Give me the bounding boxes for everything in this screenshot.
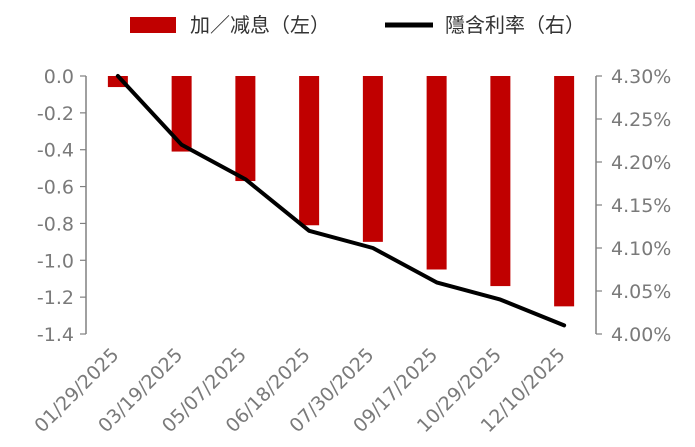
bar-01/29/2025 bbox=[107, 76, 128, 88]
right-tick-label: 4.20% bbox=[611, 152, 671, 174]
left-tick-label: -0.2 bbox=[37, 103, 74, 125]
legend-bar-swatch bbox=[130, 17, 176, 33]
bar-09/17/2025 bbox=[426, 76, 447, 270]
left-tick-label: -0.6 bbox=[37, 177, 74, 199]
left-tick-label: 0.0 bbox=[44, 66, 74, 88]
bar-series bbox=[107, 76, 575, 307]
bar-07/30/2025 bbox=[362, 76, 383, 242]
bar-03/19/2025 bbox=[171, 76, 192, 152]
right-tick-label: 4.10% bbox=[611, 238, 671, 260]
right-tick-label: 4.15% bbox=[611, 195, 671, 217]
left-tick-label: -1.4 bbox=[37, 324, 74, 346]
bar-06/18/2025 bbox=[299, 76, 320, 226]
left-tick-label: -0.4 bbox=[37, 140, 74, 162]
line-path bbox=[115, 74, 567, 328]
right-tick-label: 4.25% bbox=[611, 109, 671, 131]
bar-12/10/2025 bbox=[554, 76, 575, 307]
line-series bbox=[115, 74, 567, 328]
right-tick-label: 4.00% bbox=[611, 324, 671, 346]
left-tick-label: -1.0 bbox=[37, 250, 74, 272]
left-tick-label: -1.2 bbox=[37, 287, 74, 309]
legend-line-label: 隱含利率（右） bbox=[445, 13, 585, 37]
right-tick-label: 4.05% bbox=[611, 281, 671, 303]
bar-05/07/2025 bbox=[235, 76, 256, 182]
bar-10/29/2025 bbox=[490, 76, 511, 287]
legend: 加／减息（左） 隱含利率（右） bbox=[130, 13, 585, 37]
right-tick-label: 4.30% bbox=[611, 66, 671, 88]
left-axis: 0.0 -0.2 -0.4 -0.6 -0.8 -1.0 -1.2 -1.4 bbox=[37, 66, 87, 346]
legend-bar-label: 加／减息（左） bbox=[190, 13, 330, 37]
left-tick-label: -0.8 bbox=[37, 213, 74, 235]
x-axis: 01/29/202503/19/202505/07/202506/18/2025… bbox=[30, 344, 569, 437]
right-axis: 4.30% 4.25% 4.20% 4.15% 4.10% 4.05% 4.00% bbox=[595, 66, 671, 346]
